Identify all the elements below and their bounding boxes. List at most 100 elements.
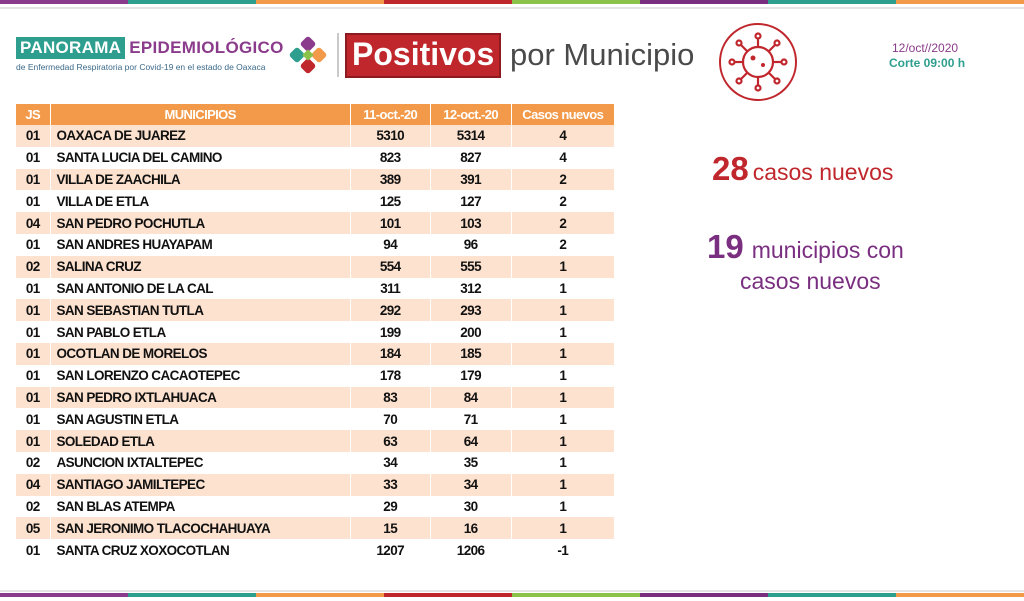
count-oct12-cell: 64 <box>430 430 512 452</box>
municipio-cell: SAN AGUSTIN ETLA <box>50 408 351 431</box>
table-row: 01 VILLA DE ETLA 125 127 2 <box>16 190 616 213</box>
municipios-label-2: casos nuevos <box>740 268 881 294</box>
count-oct12-cell: 1206 <box>430 539 512 561</box>
cutoff-time: Corte 09:00 h <box>889 56 966 70</box>
count-oct12-cell: 34 <box>430 473 512 496</box>
municipio-cell: SAN ANDRES HUAYAPAM <box>50 233 351 256</box>
table-row: 01 SAN ANTONIO DE LA CAL 311 312 1 <box>16 277 616 300</box>
new-cases-cell: 1 <box>511 408 616 431</box>
title-rest: por Municipio <box>510 37 695 72</box>
new-cases-cell: 2 <box>511 190 616 213</box>
count-oct12-cell: 30 <box>430 495 512 518</box>
js-cell: 01 <box>16 342 51 365</box>
count-oct12-cell: 5314 <box>430 125 512 147</box>
municipio-cell: SANTIAGO JAMILTEPEC <box>50 473 351 496</box>
table-row: 01 SAN PABLO ETLA 199 200 1 <box>16 321 616 343</box>
new-cases-cell: 1 <box>511 321 616 343</box>
municipio-cell: VILLA DE ZAACHILA <box>50 168 351 191</box>
new-cases-cell: 1 <box>511 495 616 518</box>
positives-table: JS MUNICIPIOS 11-oct.-20 12-oct.-20 Caso… <box>16 104 616 561</box>
table-row: 01 VILLA DE ZAACHILA 389 391 2 <box>16 168 616 191</box>
municipio-cell: SAN SEBASTIAN TUTLA <box>50 299 351 322</box>
js-cell: 01 <box>16 430 51 452</box>
count-oct11-cell: 125 <box>350 190 431 213</box>
js-cell: 01 <box>16 277 51 300</box>
count-oct11-cell: 34 <box>350 451 431 474</box>
table-row: 01 SAN LORENZO CACAOTEPEC 178 179 1 <box>16 364 616 387</box>
table-row: 02 SALINA CRUZ 554 555 1 <box>16 255 616 278</box>
count-oct12-cell: 179 <box>430 364 512 387</box>
count-oct12-cell: 185 <box>430 342 512 365</box>
count-oct12-cell: 84 <box>430 386 512 409</box>
four-petal-logo-icon <box>289 36 327 79</box>
js-cell: 01 <box>16 190 51 213</box>
js-cell: 01 <box>16 539 51 561</box>
new-cases-cell: 1 <box>511 473 616 496</box>
count-oct11-cell: 94 <box>350 233 431 256</box>
count-oct11-cell: 63 <box>350 430 431 452</box>
count-oct12-cell: 555 <box>430 255 512 278</box>
new-cases-cell: 1 <box>511 364 616 387</box>
header-divider <box>337 33 339 77</box>
municipio-cell: SAN PEDRO POCHUTLA <box>50 212 351 234</box>
municipio-cell: SAN LORENZO CACAOTEPEC <box>50 364 351 387</box>
count-oct12-cell: 312 <box>430 277 512 300</box>
count-oct11-cell: 33 <box>350 473 431 496</box>
count-oct11-cell: 311 <box>350 277 431 300</box>
virus-icon <box>716 20 800 109</box>
table-row: 02 SAN BLAS ATEMPA 29 30 1 <box>16 495 616 518</box>
brand-box: PANORAMA <box>16 37 126 59</box>
js-cell: 02 <box>16 451 51 474</box>
new-cases-cell: -1 <box>511 539 616 561</box>
count-oct11-cell: 101 <box>350 212 431 234</box>
municipio-cell: ASUNCION IXTALTEPEC <box>50 451 351 474</box>
count-oct11-cell: 554 <box>350 255 431 278</box>
municipio-cell: SAN PEDRO IXTLAHUACA <box>50 386 351 409</box>
new-cases-cell: 1 <box>511 299 616 322</box>
table-row: 01 SAN AGUSTIN ETLA 70 71 1 <box>16 408 616 431</box>
report-date: 12/oct//2020 <box>892 41 959 55</box>
header-municipios: MUNICIPIOS <box>50 104 351 125</box>
count-oct11-cell: 178 <box>350 364 431 387</box>
table-row: 05 SAN JERONIMO TLACOCHAHUAYA 15 16 1 <box>16 517 616 540</box>
count-oct12-cell: 293 <box>430 299 512 322</box>
js-cell: 04 <box>16 212 51 234</box>
municipio-cell: OCOTLAN DE MORELOS <box>50 342 351 365</box>
count-oct11-cell: 389 <box>350 168 431 191</box>
brand-word: EPIDEMIOLÓGICO <box>129 38 284 57</box>
count-oct12-cell: 200 <box>430 321 512 343</box>
count-oct12-cell: 71 <box>430 408 512 431</box>
bottom-color-stripe <box>0 593 1024 597</box>
count-oct12-cell: 103 <box>430 212 512 234</box>
new-cases-cell: 2 <box>511 233 616 256</box>
header-date-1: 11-oct.-20 <box>350 104 431 125</box>
table-row: 01 OCOTLAN DE MORELOS 184 185 1 <box>16 342 616 365</box>
table-row: 02 ASUNCION IXTALTEPEC 34 35 1 <box>16 451 616 474</box>
new-cases-cell: 2 <box>511 168 616 191</box>
new-cases-cell: 2 <box>511 212 616 234</box>
new-cases-cell: 1 <box>511 430 616 452</box>
new-cases-cell: 1 <box>511 386 616 409</box>
new-cases-cell: 1 <box>511 255 616 278</box>
new-cases-cell: 1 <box>511 277 616 300</box>
new-cases-cell: 1 <box>511 342 616 365</box>
new-cases-cell: 4 <box>511 146 616 169</box>
new-cases-cell: 1 <box>511 451 616 474</box>
table-header-row: JS MUNICIPIOS 11-oct.-20 12-oct.-20 Caso… <box>16 104 616 125</box>
count-oct11-cell: 70 <box>350 408 431 431</box>
municipio-cell: OAXACA DE JUAREZ <box>50 125 351 147</box>
top-color-stripe <box>0 0 1024 4</box>
table-row: 01 OAXACA DE JUAREZ 5310 5314 4 <box>16 125 616 147</box>
js-cell: 05 <box>16 517 51 540</box>
municipio-cell: SANTA LUCIA DEL CAMINO <box>50 146 351 169</box>
municipio-cell: SAN BLAS ATEMPA <box>50 495 351 518</box>
count-oct12-cell: 16 <box>430 517 512 540</box>
municipio-cell: SANTA CRUZ XOXOCOTLAN <box>50 539 351 561</box>
municipio-cell: VILLA DE ETLA <box>50 190 351 213</box>
count-oct11-cell: 83 <box>350 386 431 409</box>
title-highlight: Positivos <box>345 33 502 78</box>
count-oct11-cell: 1207 <box>350 539 431 561</box>
table-row: 01 SAN SEBASTIAN TUTLA 292 293 1 <box>16 299 616 322</box>
municipios-label-1: municipios con <box>751 237 904 263</box>
municipio-cell: SOLEDAD ETLA <box>50 430 351 452</box>
